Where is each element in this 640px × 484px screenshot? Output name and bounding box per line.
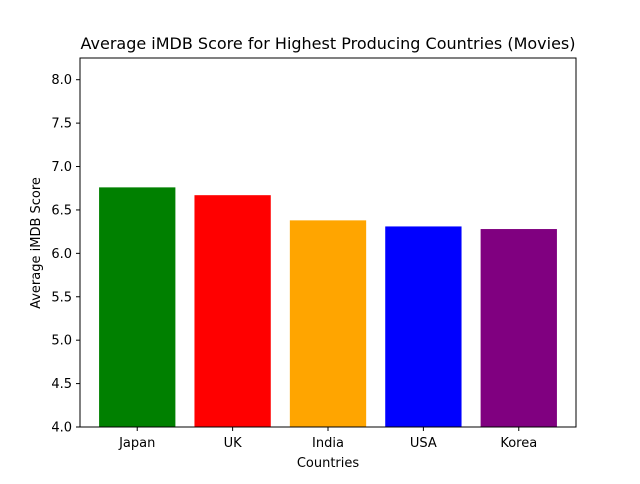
y-tick-label: 7.5 xyxy=(51,117,72,132)
x-tick-label-india: India xyxy=(312,436,344,451)
x-tick-label-uk: UK xyxy=(224,436,243,451)
y-tick-label: 7.0 xyxy=(51,160,72,175)
x-tick-label-usa: USA xyxy=(410,436,437,451)
x-axis-ticks: Japan UK India USA Korea xyxy=(118,427,537,451)
y-tick-label: 6.5 xyxy=(51,203,72,218)
chart-title: Average iMDB Score for Highest Producing… xyxy=(81,34,576,53)
bar-japan xyxy=(99,187,176,427)
y-axis-ticks: 4.0 4.5 5.0 5.5 6.0 6.5 7.0 7.5 8.0 xyxy=(51,73,80,436)
y-tick-label: 4.0 xyxy=(51,421,72,436)
bar-usa xyxy=(385,226,462,427)
x-tick-label-japan: Japan xyxy=(118,436,155,451)
bar-korea xyxy=(480,229,557,427)
x-tick-label-korea: Korea xyxy=(500,436,537,451)
bar-uk xyxy=(194,195,271,427)
plot-area-frame xyxy=(79,57,577,428)
bars-group xyxy=(99,187,557,427)
y-tick-label: 8.0 xyxy=(51,73,72,88)
y-tick-label: 5.0 xyxy=(51,334,72,349)
y-tick-label: 4.5 xyxy=(51,377,72,392)
y-tick-label: 5.5 xyxy=(51,290,72,305)
bar-india xyxy=(289,220,367,427)
x-axis-label: Countries xyxy=(297,456,360,471)
y-axis-label: Average iMDB Score xyxy=(29,177,44,309)
y-tick-label: 6.0 xyxy=(51,247,72,262)
